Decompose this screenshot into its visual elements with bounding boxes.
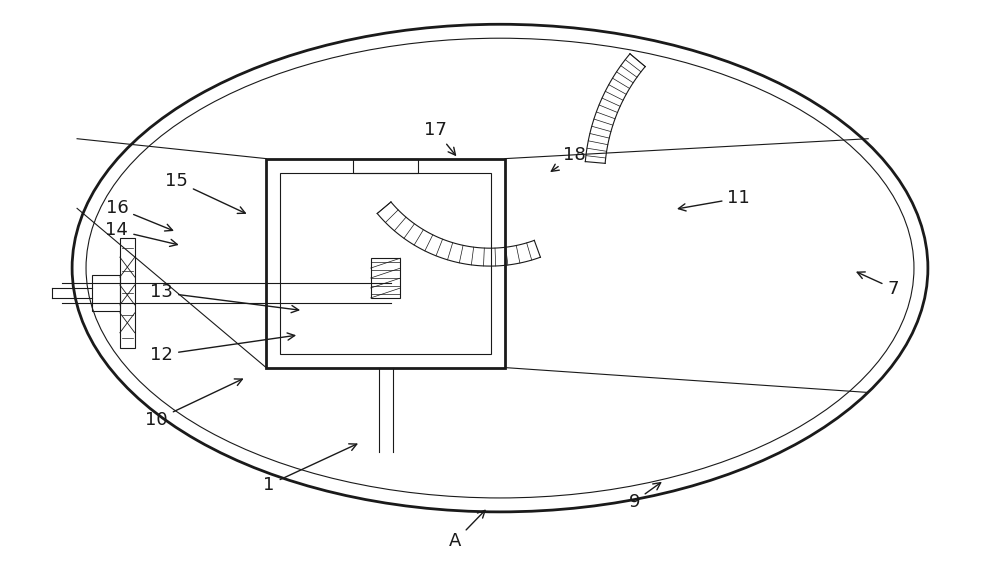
Text: 15: 15 [165, 172, 245, 214]
Text: 18: 18 [551, 146, 586, 172]
Bar [280, 173, 491, 354]
Text: 11: 11 [678, 189, 750, 211]
Text: 12: 12 [150, 333, 295, 364]
Bar [371, 258, 400, 298]
Text: 7: 7 [857, 272, 899, 298]
Text: 13: 13 [150, 283, 299, 312]
Bar [266, 158, 505, 367]
Text: 9: 9 [629, 483, 661, 511]
Text: 14: 14 [105, 222, 177, 247]
Text: 10: 10 [145, 379, 242, 429]
Text: 1: 1 [263, 444, 357, 494]
Bar [120, 238, 135, 348]
Text: 16: 16 [106, 199, 173, 231]
Text: A: A [449, 511, 485, 550]
Bar [92, 275, 120, 311]
Bar [353, 158, 418, 173]
Text: 17: 17 [424, 121, 455, 155]
